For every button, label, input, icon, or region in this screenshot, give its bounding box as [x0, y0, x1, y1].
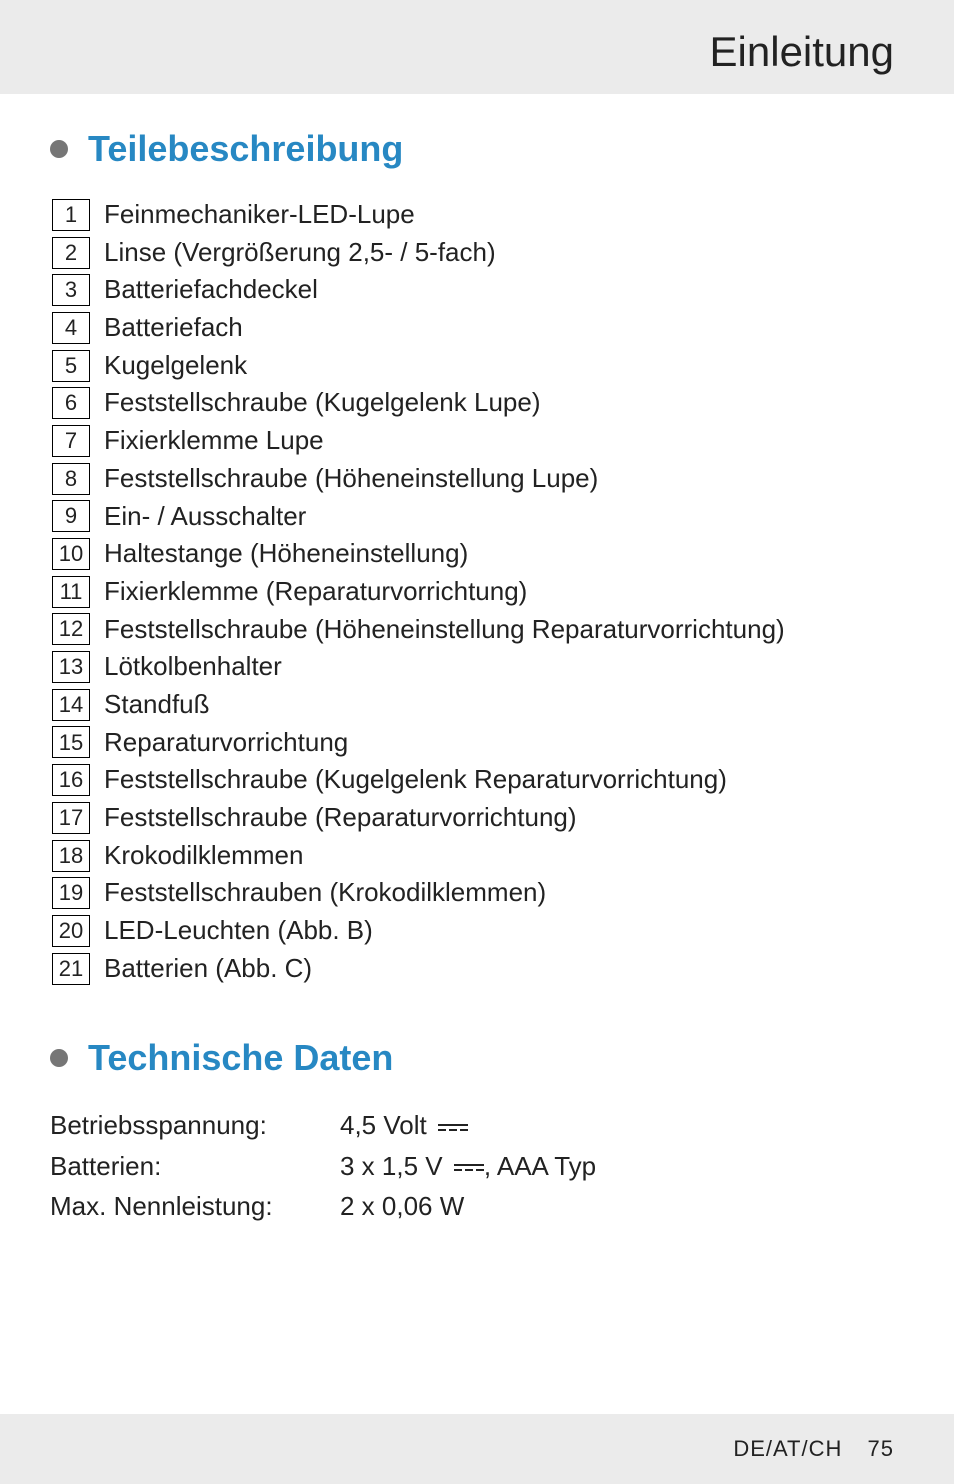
part-row: 2 Linse (Vergrößerung 2,5- / 5-fach) [52, 234, 904, 272]
parts-list: 1 Feinmechaniker-LED-Lupe 2 Linse (Vergröße… [50, 196, 904, 987]
section-title: Technische Daten [88, 1037, 393, 1079]
part-number: 9 [52, 500, 90, 532]
part-number: 12 [52, 613, 90, 645]
part-number: 10 [52, 538, 90, 570]
part-label: Kugelgelenk [104, 347, 904, 385]
page-footer: DE/AT/CH 75 [0, 1414, 954, 1484]
part-number: 19 [52, 877, 90, 909]
dc-symbol-icon [454, 1164, 484, 1171]
part-row: 11 Fixierklemme (Reparaturvorrichtung) [52, 573, 904, 611]
part-row: 16 Feststellschraube (Kugelgelenk Reparat… [52, 761, 904, 799]
part-number: 20 [52, 915, 90, 947]
part-row: 1 Feinmechaniker-LED-Lupe [52, 196, 904, 234]
bullet-icon [50, 1049, 68, 1067]
page-content: Teilebeschreibung 1 Feinmechaniker-LED-Lu… [0, 94, 954, 1226]
spec-row-voltage: Betriebsspannung: 4,5 Volt [50, 1105, 904, 1145]
part-number: 4 [52, 312, 90, 344]
part-number: 13 [52, 651, 90, 683]
part-label: Fixierklemme (Reparaturvorrichtung) [104, 573, 904, 611]
part-row: 18 Krokodilklemmen [52, 837, 904, 875]
part-row: 5 Kugelgelenk [52, 347, 904, 385]
part-label: Feststellschraube (Kugelgelenk Reparatur… [104, 761, 904, 799]
section-tech-heading: Technische Daten [50, 1037, 904, 1079]
part-label: Feststellschraube (Reparaturvorrichtung) [104, 799, 904, 837]
part-row: 21 Batterien (Abb. C) [52, 950, 904, 988]
part-label: Batteriefachdeckel [104, 271, 904, 309]
part-row: 7 Fixierklemme Lupe [52, 422, 904, 460]
part-label: Reparaturvorrichtung [104, 724, 904, 762]
part-row: 20 LED-Leuchten (Abb. B) [52, 912, 904, 950]
part-row: 10 Haltestange (Höheneinstellung) [52, 535, 904, 573]
part-number: 15 [52, 726, 90, 758]
spec-label: Betriebsspannung: [50, 1105, 340, 1145]
part-label: Feststellschrauben (Krokodilklemmen) [104, 874, 904, 912]
part-number: 16 [52, 764, 90, 796]
part-label: Ein- / Ausschalter [104, 498, 904, 536]
part-number: 17 [52, 802, 90, 834]
part-label: Standfuß [104, 686, 904, 724]
part-row: 12 Feststellschraube (Höheneinstellung Re… [52, 611, 904, 649]
spec-label: Max. Nennleistung: [50, 1186, 340, 1226]
part-number: 21 [52, 953, 90, 985]
part-row: 6 Feststellschraube (Kugelgelenk Lupe) [52, 384, 904, 422]
part-label: Krokodilklemmen [104, 837, 904, 875]
specs-table: Betriebsspannung: 4,5 Volt Batterien: 3 … [50, 1105, 904, 1226]
bullet-icon [50, 140, 68, 158]
part-row: 19 Feststellschrauben (Krokodilklemmen) [52, 874, 904, 912]
part-label: Fixierklemme Lupe [104, 422, 904, 460]
part-label: Haltestange (Höheneinstellung) [104, 535, 904, 573]
part-number: 2 [52, 237, 90, 269]
part-label: Batteriefach [104, 309, 904, 347]
page-title: Einleitung [0, 28, 894, 76]
spec-row-power: Max. Nennleistung: 2 x 0,06 W [50, 1186, 904, 1226]
part-number: 7 [52, 425, 90, 457]
part-row: 13 Lötkolbenhalter [52, 648, 904, 686]
part-row: 9 Ein- / Ausschalter [52, 498, 904, 536]
spec-value: 4,5 Volt [340, 1105, 468, 1145]
spec-value: 2 x 0,06 W [340, 1186, 464, 1226]
part-row: 4 Batteriefach [52, 309, 904, 347]
part-row: 3 Batteriefachdeckel [52, 271, 904, 309]
page-header: Einleitung [0, 0, 954, 94]
part-label: Batterien (Abb. C) [104, 950, 904, 988]
footer-page: 75 [868, 1436, 894, 1461]
part-label: LED-Leuchten (Abb. B) [104, 912, 904, 950]
part-label: Lötkolbenhalter [104, 648, 904, 686]
part-label: Feinmechaniker-LED-Lupe [104, 196, 904, 234]
part-label: Feststellschraube (Kugelgelenk Lupe) [104, 384, 904, 422]
part-label: Linse (Vergrößerung 2,5- / 5-fach) [104, 234, 904, 272]
part-row: 14 Standfuß [52, 686, 904, 724]
part-number: 3 [52, 274, 90, 306]
footer-locale: DE/AT/CH [733, 1436, 842, 1461]
part-label: Feststellschraube (Höheneinstellung Lupe… [104, 460, 904, 498]
part-number: 14 [52, 689, 90, 721]
part-number: 6 [52, 387, 90, 419]
spec-value: 3 x 1,5 V , AAA Typ [340, 1146, 596, 1186]
part-row: 15 Reparaturvorrichtung [52, 724, 904, 762]
spec-row-batteries: Batterien: 3 x 1,5 V , AAA Typ [50, 1146, 904, 1186]
section-parts-heading: Teilebeschreibung [50, 128, 904, 170]
part-row: 8 Feststellschraube (Höheneinstellung Lup… [52, 460, 904, 498]
part-number: 18 [52, 840, 90, 872]
part-number: 8 [52, 463, 90, 495]
part-row: 17 Feststellschraube (Reparaturvorrichtun… [52, 799, 904, 837]
part-label: Feststellschraube (Höheneinstellung Repa… [104, 611, 904, 649]
spec-label: Batterien: [50, 1146, 340, 1186]
part-number: 1 [52, 199, 90, 231]
dc-symbol-icon [438, 1124, 468, 1131]
part-number: 5 [52, 350, 90, 382]
part-number: 11 [52, 576, 90, 608]
section-title: Teilebeschreibung [88, 128, 403, 170]
